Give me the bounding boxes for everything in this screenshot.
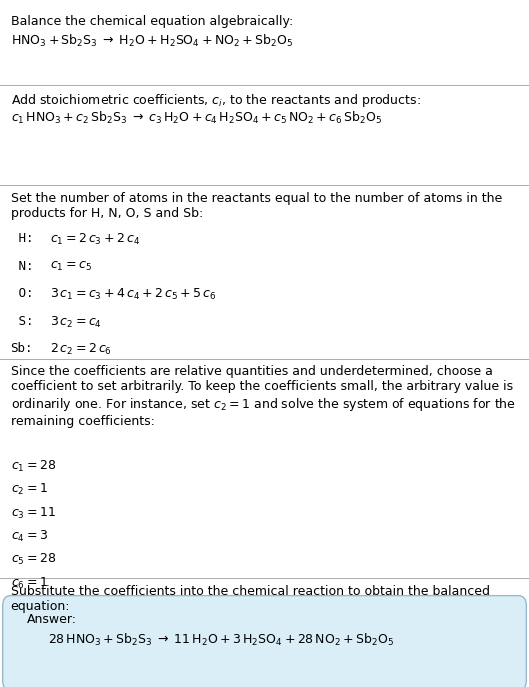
FancyBboxPatch shape: [3, 596, 526, 687]
Text: S:: S:: [11, 315, 33, 328]
Text: H:: H:: [11, 232, 33, 245]
Text: $c_1 = 28$: $c_1 = 28$: [11, 459, 56, 474]
Text: $3\,c_1 = c_3 + 4\,c_4 + 2\,c_5 + 5\,c_6$: $3\,c_1 = c_3 + 4\,c_4 + 2\,c_5 + 5\,c_6…: [50, 287, 216, 302]
Text: $c_1 = 2\,c_3 + 2\,c_4$: $c_1 = 2\,c_3 + 2\,c_4$: [50, 232, 140, 247]
Text: Sb:: Sb:: [11, 342, 33, 355]
Text: Since the coefficients are relative quantities and underdetermined, choose a
coe: Since the coefficients are relative quan…: [11, 365, 516, 428]
Text: $c_3 = 11$: $c_3 = 11$: [11, 506, 56, 521]
Text: $c_2 = 1$: $c_2 = 1$: [11, 482, 48, 497]
Text: $c_1\,\mathrm{HNO_3} + c_2\,\mathrm{Sb_2S_3} \;\rightarrow\; c_3\,\mathrm{H_2O} : $c_1\,\mathrm{HNO_3} + c_2\,\mathrm{Sb_2…: [11, 110, 382, 126]
Text: $c_6 = 1$: $c_6 = 1$: [11, 576, 48, 591]
Text: $c_4 = 3$: $c_4 = 3$: [11, 529, 48, 544]
Text: $2\,c_2 = 2\,c_6$: $2\,c_2 = 2\,c_6$: [50, 342, 112, 357]
Text: Answer:: Answer:: [26, 613, 77, 626]
Text: $c_1 = c_5$: $c_1 = c_5$: [50, 260, 92, 273]
Text: N:: N:: [11, 260, 33, 273]
Text: $\mathrm{HNO_3 + Sb_2S_3 \;\rightarrow\; H_2O + H_2SO_4 + NO_2 + Sb_2O_5}$: $\mathrm{HNO_3 + Sb_2S_3 \;\rightarrow\;…: [11, 33, 293, 49]
Text: O:: O:: [11, 287, 33, 300]
Text: $c_5 = 28$: $c_5 = 28$: [11, 552, 56, 567]
Text: Substitute the coefficients into the chemical reaction to obtain the balanced
eq: Substitute the coefficients into the che…: [11, 585, 489, 613]
Text: Set the number of atoms in the reactants equal to the number of atoms in the
pro: Set the number of atoms in the reactants…: [11, 192, 502, 221]
Text: Add stoichiometric coefficients, $c_i$, to the reactants and products:: Add stoichiometric coefficients, $c_i$, …: [11, 92, 421, 109]
Text: $28\,\mathrm{HNO_3} + \mathrm{Sb_2S_3} \;\rightarrow\; 11\,\mathrm{H_2O} + 3\,\m: $28\,\mathrm{HNO_3} + \mathrm{Sb_2S_3} \…: [48, 632, 394, 648]
Text: $3\,c_2 = c_4$: $3\,c_2 = c_4$: [50, 315, 102, 330]
Text: Balance the chemical equation algebraically:: Balance the chemical equation algebraica…: [11, 15, 293, 28]
